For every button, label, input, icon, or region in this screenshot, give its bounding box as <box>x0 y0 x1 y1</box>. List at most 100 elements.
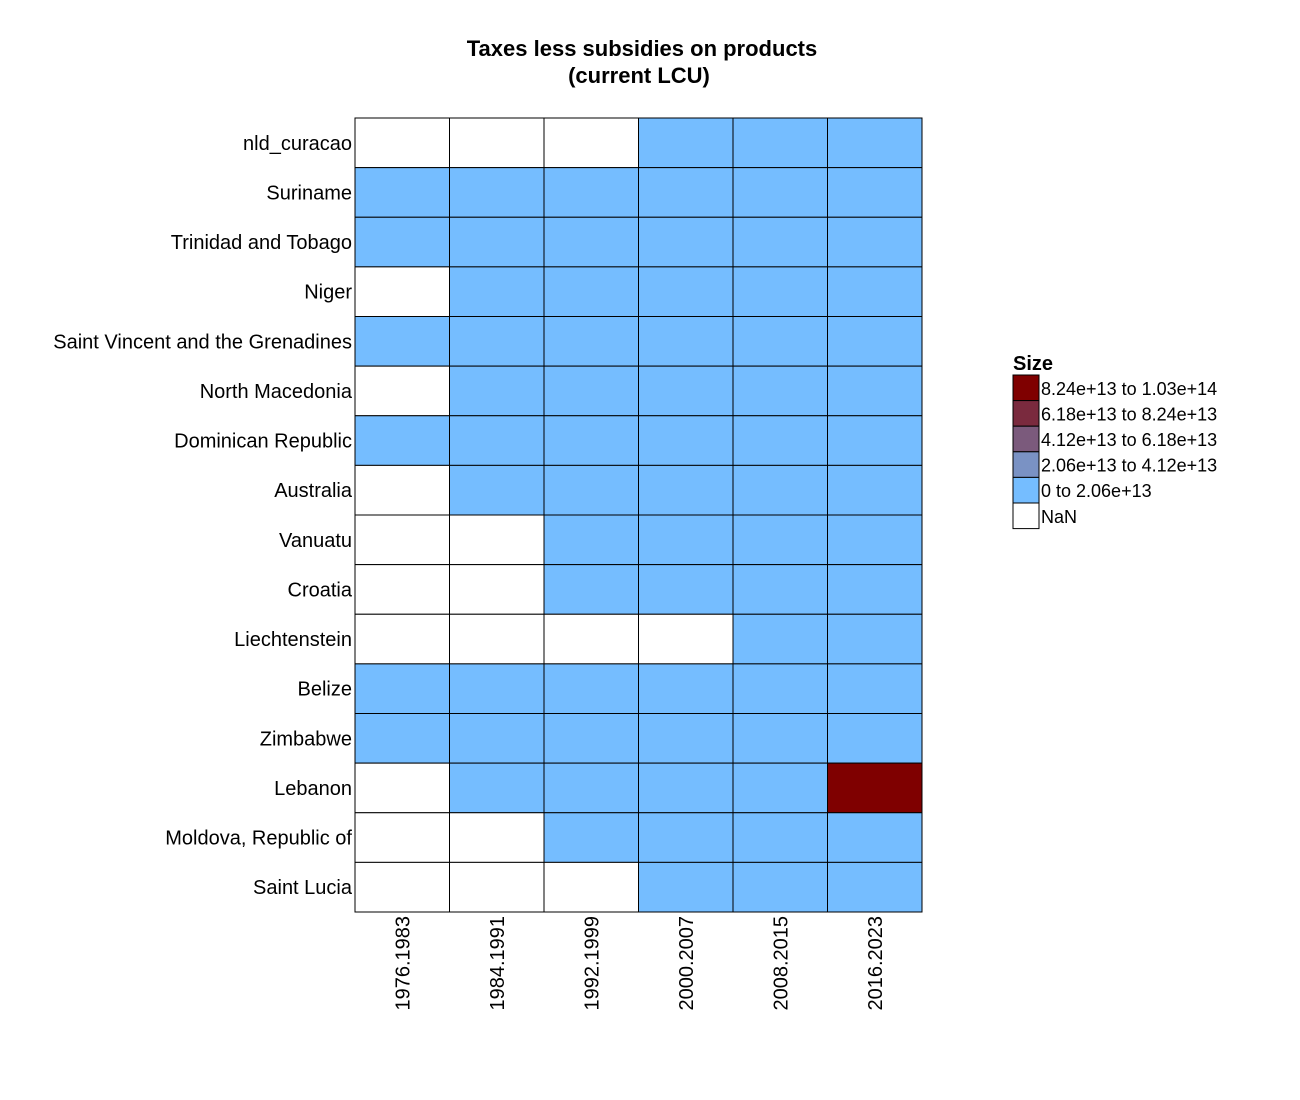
heatmap-cell <box>449 564 545 615</box>
heatmap-cell <box>449 762 545 814</box>
heatmap-cell <box>827 117 923 169</box>
heatmap-cell <box>354 117 450 169</box>
legend-title: Size <box>1013 353 1053 375</box>
chart-title: Taxes less subsidies on products <box>467 36 818 61</box>
heatmap-cell <box>354 415 450 466</box>
heatmap-cell <box>449 415 545 466</box>
heatmap-cell <box>638 861 734 913</box>
legend-swatch <box>1012 374 1040 402</box>
heatmap-cell <box>638 514 734 566</box>
heatmap-cell <box>638 564 734 615</box>
heatmap-cell <box>638 713 734 764</box>
heatmap-cell <box>732 514 828 566</box>
heatmap-cell <box>354 564 450 615</box>
legend-label: NaN <box>1041 507 1077 527</box>
heatmap-cell <box>449 812 545 863</box>
heatmap-cell <box>449 861 545 913</box>
row-label: Suriname <box>266 182 352 204</box>
heatmap-cell <box>543 216 639 268</box>
heatmap-cell <box>827 762 923 814</box>
heatmap-cell <box>354 365 450 417</box>
row-label: Zimbabwe <box>260 728 352 750</box>
heatmap-cell <box>449 117 545 169</box>
heatmap-cell <box>354 613 450 665</box>
heatmap-cell <box>543 464 639 516</box>
row-label: Saint Lucia <box>253 877 353 899</box>
heatmap-cell <box>543 117 639 169</box>
legend-swatch <box>1012 425 1040 453</box>
heatmap-cell <box>449 663 545 714</box>
row-label: Trinidad and Tobago <box>171 232 352 254</box>
heatmap-cell <box>732 216 828 268</box>
row-label: Lebanon <box>274 778 352 800</box>
heatmap-cell <box>732 266 828 317</box>
heatmap-cell <box>732 762 828 814</box>
heatmap-cell <box>543 316 639 367</box>
legend-label: 2.06e+13 to 4.12e+13 <box>1041 456 1217 476</box>
heatmap-cell <box>354 216 450 268</box>
row-labels: nld_curacao Suriname Trinidad and Tobago Ni… <box>53 133 353 899</box>
heatmap-cell <box>449 316 545 367</box>
heatmap-cell <box>449 464 545 516</box>
heatmap-cell <box>638 167 734 218</box>
heatmap-cell <box>638 316 734 367</box>
heatmap-cell <box>732 316 828 367</box>
heatmap-cell <box>827 514 923 566</box>
heatmap-cell <box>543 762 639 814</box>
heatmap-cell <box>449 266 545 317</box>
heatmap-cell <box>827 316 923 367</box>
heatmap-cell <box>354 266 450 317</box>
heatmap-cell <box>827 415 923 466</box>
heatmap-cell <box>543 713 639 764</box>
heatmap-cell <box>732 713 828 764</box>
heatmap-cell <box>827 564 923 615</box>
heatmap-cell <box>732 564 828 615</box>
row-label: Dominican Republic <box>174 431 352 453</box>
legend-label: 6.18e+13 to 8.24e+13 <box>1041 404 1217 424</box>
row-label: nld_curacao <box>243 133 352 155</box>
column-labels: 1976.1983 1984.1991 1992.1999 2000.2007 2008… <box>392 916 887 1011</box>
legend-swatch <box>1012 451 1040 478</box>
heatmap-cell <box>732 365 828 417</box>
heatmap-cell <box>449 514 545 566</box>
heatmap-cell <box>638 415 734 466</box>
heatmap-cell <box>354 762 450 814</box>
heatmap-cell <box>543 266 639 317</box>
heatmap-cell <box>354 514 450 566</box>
heatmap-cell <box>543 514 639 566</box>
column-label: 1976.1983 <box>392 916 414 1011</box>
row-label: Liechtenstein <box>234 629 352 651</box>
legend-swatch <box>1012 400 1040 427</box>
heatmap-cell <box>638 117 734 169</box>
heatmap-cell <box>354 861 450 913</box>
heatmap-cell <box>827 861 923 913</box>
heatmap-cell <box>827 167 923 218</box>
legend-swatch <box>1012 502 1040 530</box>
heatmap-cell <box>449 613 545 665</box>
legend-swatch <box>1012 476 1040 504</box>
column-label: 2008.2015 <box>770 916 792 1011</box>
heatmap-cell <box>354 167 450 218</box>
heatmap-cell <box>449 365 545 417</box>
heatmap-cell <box>827 713 923 764</box>
heatmap-cell <box>638 365 734 417</box>
row-label: Saint Vincent and the Grenadines <box>53 331 352 353</box>
chart-subtitle: (current LCU) <box>568 63 710 88</box>
heatmap-cell <box>827 216 923 268</box>
heatmap-cell <box>732 117 828 169</box>
heatmap-cell <box>827 663 923 714</box>
heatmap-cell <box>732 861 828 913</box>
heatmap-cell <box>638 266 734 317</box>
legend-label: 0 to 2.06e+13 <box>1041 481 1152 501</box>
heatmap-cell <box>638 464 734 516</box>
heatmap-cell <box>449 216 545 268</box>
heatmap-cell <box>638 663 734 714</box>
row-label: Moldova, Republic of <box>165 828 352 850</box>
heatmap-cell <box>638 216 734 268</box>
row-label: Belize <box>298 679 352 701</box>
heatmap-cells <box>354 117 923 913</box>
heatmap-cell <box>543 415 639 466</box>
heatmap-cell <box>827 812 923 863</box>
heatmap-cell <box>354 713 450 764</box>
heatmap-cell <box>543 564 639 615</box>
